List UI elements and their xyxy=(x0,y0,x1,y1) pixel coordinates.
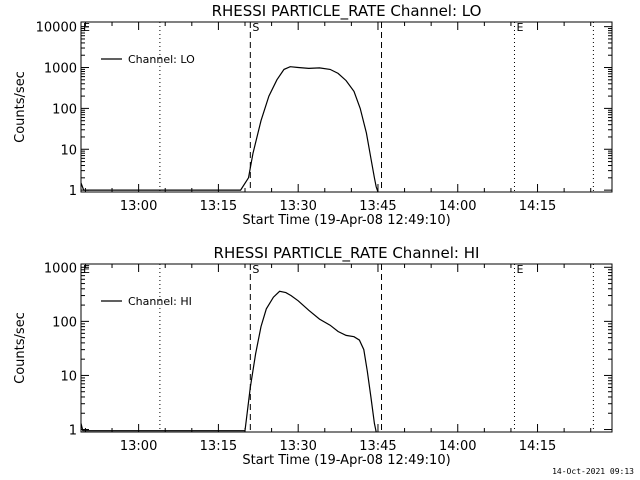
x-tick-label: 13:45 xyxy=(359,439,396,454)
x-tick-label: 14:00 xyxy=(439,199,476,214)
legend-label: Channel: LO xyxy=(128,53,195,66)
marker-label: E xyxy=(516,263,523,276)
x-tick-label: 13:00 xyxy=(120,199,157,214)
chart-panel-2: RHESSI PARTICLE_RATE Channel: HI 1 10 100 10… xyxy=(13,244,613,468)
chart-title: RHESSI PARTICLE_RATE Channel: LO xyxy=(212,2,482,21)
x-tick-label: 13:30 xyxy=(279,199,316,214)
y-tick-label: 100 xyxy=(52,102,77,117)
plot-frame xyxy=(80,21,613,193)
chart-title: RHESSI PARTICLE_RATE Channel: HI xyxy=(214,244,480,263)
series-line xyxy=(80,290,377,433)
y-tick-label: 1000 xyxy=(44,62,77,77)
marker-label: E xyxy=(83,21,90,34)
x-tick-label: 13:45 xyxy=(359,199,396,214)
y-tick-label: 100 xyxy=(52,315,77,330)
marker-label: E xyxy=(83,263,90,276)
chart-panel-1: RHESSI PARTICLE_RATE Channel: LO 1 10 100 10… xyxy=(13,2,613,228)
marker-label: S xyxy=(252,21,259,34)
y-tick-label: 10 xyxy=(60,369,77,384)
x-tick-label: 14:15 xyxy=(519,439,556,454)
x-tick-label: 14:15 xyxy=(519,199,556,214)
marker-label: S xyxy=(252,263,259,276)
y-tick-label: 1 xyxy=(69,424,77,439)
x-tick-label: 13:30 xyxy=(279,439,316,454)
y-tick-label: 10 xyxy=(60,143,77,158)
plot-frame xyxy=(80,263,613,433)
x-axis-label: Start Time (19-Apr-08 12:49:10) xyxy=(242,453,450,468)
y-tick-label: 10000 xyxy=(36,21,77,36)
legend-label: Channel: HI xyxy=(128,295,192,308)
footer-timestamp: 14-Oct-2021 09:13 xyxy=(552,467,634,476)
x-axis-label: Start Time (19-Apr-08 12:49:10) xyxy=(242,213,450,228)
x-tick-label: 13:00 xyxy=(120,439,157,454)
y-tick-label: 1000 xyxy=(44,261,77,276)
x-tick-label: 13:15 xyxy=(200,439,237,454)
y-axis-label: Counts/sec xyxy=(13,312,28,384)
y-tick-label: 1 xyxy=(69,184,77,199)
x-tick-label: 13:15 xyxy=(200,199,237,214)
marker-label: E xyxy=(516,21,523,34)
series-line xyxy=(80,66,379,193)
y-axis-label: Counts/sec xyxy=(13,71,28,143)
x-tick-label: 14:00 xyxy=(439,439,476,454)
